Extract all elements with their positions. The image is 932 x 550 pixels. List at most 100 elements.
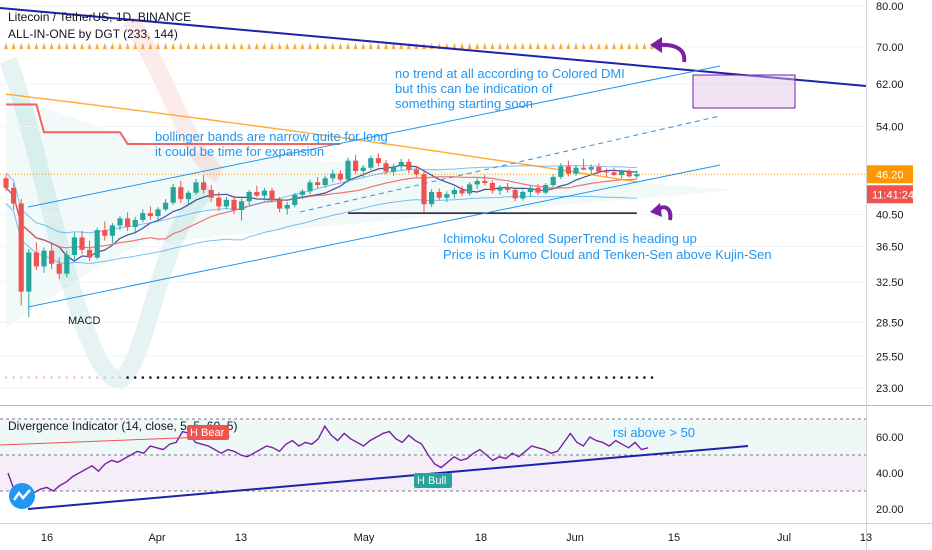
candle-body[interactable] [436,192,442,198]
candle-body[interactable] [18,203,24,292]
candle-body[interactable] [163,202,169,210]
candle-body[interactable] [535,187,541,193]
candle-body[interactable] [102,230,108,236]
countdown-tag [867,185,913,204]
candle-body[interactable] [497,187,503,191]
candle-body[interactable] [565,166,571,174]
candle-body[interactable] [588,167,594,170]
marker-dot [270,376,274,379]
candle-body[interactable] [391,166,397,172]
candle-body[interactable] [550,176,556,186]
rsi-line[interactable] [7,424,649,500]
candle-body[interactable] [596,167,602,172]
candle-body[interactable] [79,237,85,250]
candle-body[interactable] [353,160,359,171]
candle-body[interactable] [330,173,336,179]
candle-body[interactable] [3,178,9,188]
channel-lower[interactable] [27,164,721,308]
candle-body[interactable] [505,187,511,190]
indicator-title: ALL-IN-ONE by DGT (233, 144) [8,27,178,41]
candle-body[interactable] [284,204,290,209]
candle-body[interactable] [337,173,343,180]
candle-body[interactable] [474,180,480,185]
signal-triangle [186,42,191,50]
candle-body[interactable] [49,250,55,264]
candle-body[interactable] [33,252,39,267]
candle-body[interactable] [193,182,199,193]
candle-body[interactable] [406,161,412,170]
rsi-note: rsi above > 50 [613,425,695,440]
candle-body[interactable] [345,160,351,180]
candle-body[interactable] [383,163,389,172]
candle-body[interactable] [56,263,62,274]
candle-body[interactable] [254,192,260,196]
candle-body[interactable] [261,190,267,196]
candle-body[interactable] [223,199,229,207]
candle-body[interactable] [581,167,587,170]
candle-body[interactable] [558,166,564,177]
candle-body[interactable] [178,187,184,200]
target-zone-box[interactable] [692,74,796,109]
candle-body[interactable] [482,180,488,184]
last-price-tag[interactable] [867,165,913,184]
candle-body[interactable] [444,194,450,198]
candle-body[interactable] [170,187,176,203]
candle-body[interactable] [520,192,526,199]
candle-body[interactable] [527,187,533,193]
candle-body[interactable] [543,185,549,193]
candle-body[interactable] [603,171,609,173]
candle-body[interactable] [216,197,222,207]
candle-body[interactable] [41,250,47,267]
channel-upper[interactable] [27,65,721,208]
candle-body[interactable] [634,174,640,177]
candle-body[interactable] [489,183,495,191]
candle-body[interactable] [64,254,70,274]
candle-body[interactable] [467,184,473,194]
candle-body[interactable] [155,209,161,217]
candle-body[interactable] [269,190,275,200]
candle-body[interactable] [26,252,32,292]
candle-body[interactable] [398,161,404,167]
candle-body[interactable] [299,191,305,195]
candle-body[interactable] [451,189,457,195]
candle-body[interactable] [109,225,115,236]
candle-body[interactable] [429,192,435,205]
candle-body[interactable] [147,213,153,217]
candle-body[interactable] [246,192,252,202]
candle-body[interactable] [208,189,214,198]
candle-body[interactable] [71,237,77,255]
candle-body[interactable] [619,171,625,175]
candle-body[interactable] [459,189,465,194]
marker-dot [354,376,357,379]
candle-body[interactable] [11,187,17,204]
rsi-tick-label: 20.00 [876,504,904,516]
candle-body[interactable] [421,174,427,205]
resistance-trendline[interactable] [0,7,867,87]
candle-body[interactable] [368,158,374,168]
candle-body[interactable] [132,219,138,227]
rsi-trendline[interactable] [27,445,749,510]
candle-body[interactable] [94,230,100,258]
candle-body[interactable] [231,199,237,211]
candle-body[interactable] [573,167,579,174]
candle-body[interactable] [322,178,328,186]
candle-body[interactable] [611,172,617,175]
candle-body[interactable] [185,192,191,200]
candle-body[interactable] [277,199,283,209]
candle-body[interactable] [87,249,93,258]
candle-body[interactable] [239,201,245,211]
candle-body[interactable] [201,182,207,190]
candle-body[interactable] [626,171,632,177]
candle-body[interactable] [140,213,146,220]
candle-body[interactable] [125,218,131,227]
candle-body[interactable] [315,182,321,186]
candle-body[interactable] [292,194,298,205]
candle-body[interactable] [307,182,313,192]
candle-body[interactable] [512,189,518,199]
candle-body[interactable] [117,218,123,226]
candle-body[interactable] [413,169,419,175]
marker-dot [521,376,525,379]
candle-body[interactable] [360,167,366,171]
candle-body[interactable] [375,158,381,164]
